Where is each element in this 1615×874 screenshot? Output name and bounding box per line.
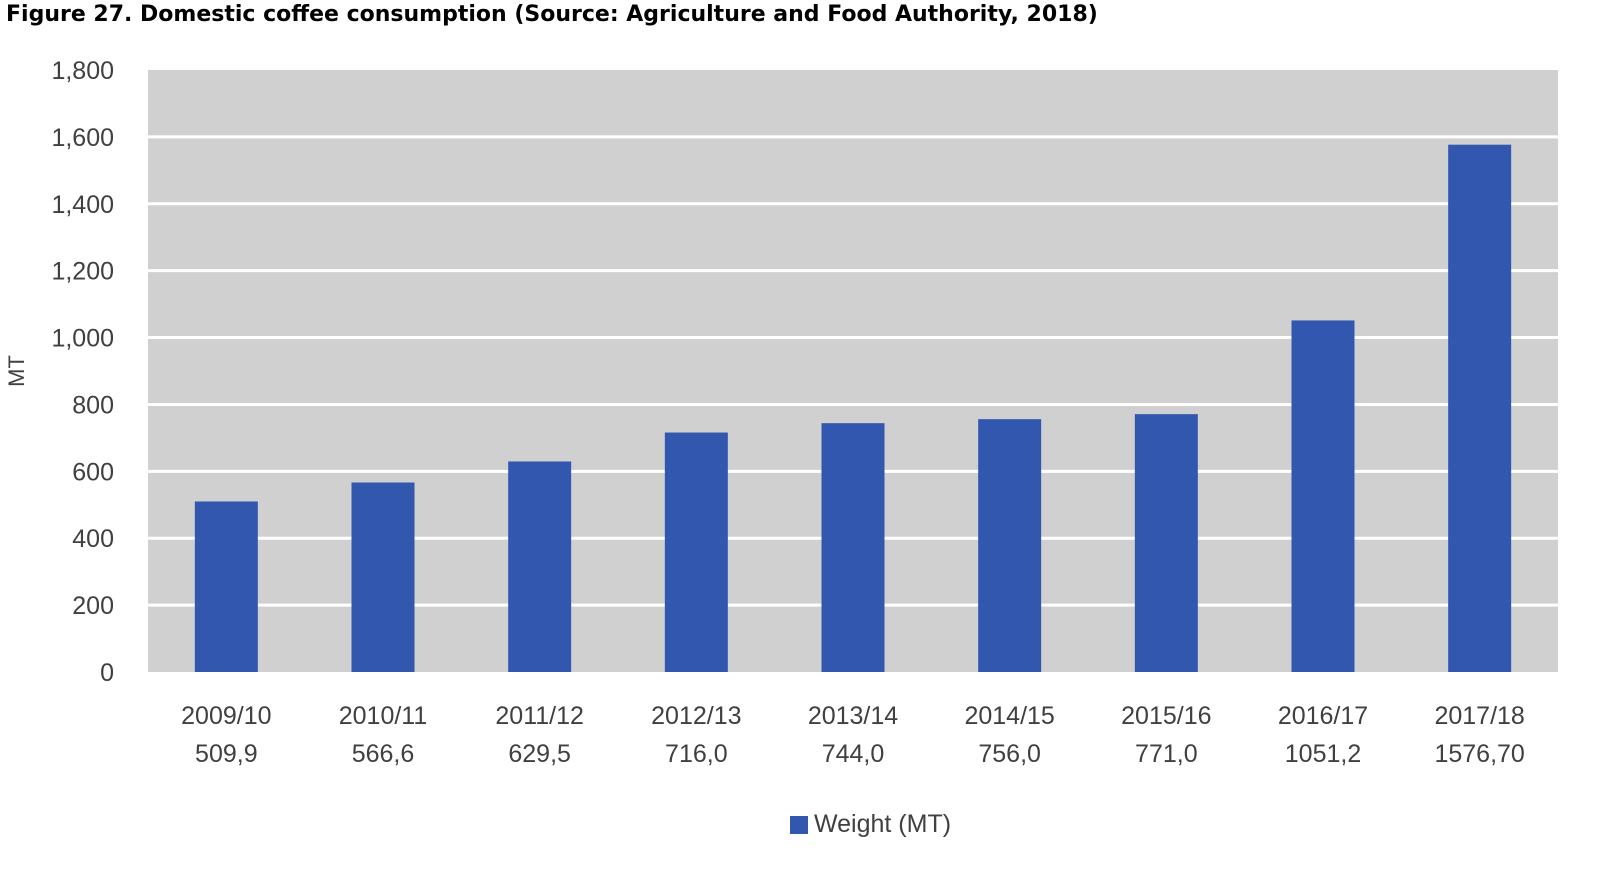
bars — [194, 144, 1512, 672]
y-tick-label: 200 — [72, 592, 114, 620]
bar — [664, 432, 728, 672]
y-axis-ticks: 0 200 400 600 800 1,000 1,200 1,400 1,600 1,800 — [51, 57, 114, 687]
x-tick-label: 2009/10 — [181, 702, 271, 730]
y-tick-label: 1,800 — [51, 57, 114, 85]
bar — [978, 419, 1042, 672]
x-tick-label: 2017/18 — [1434, 702, 1524, 730]
bar — [351, 482, 415, 672]
y-axis-title: MT — [4, 355, 29, 387]
x-value-label: 744,0 — [822, 740, 885, 768]
x-tick-label: 2016/17 — [1278, 702, 1368, 730]
x-tick-label: 2010/11 — [339, 702, 428, 730]
x-tick-label: 2013/14 — [808, 702, 898, 730]
x-value-label: 716,0 — [665, 740, 728, 768]
y-tick-label: 1,000 — [51, 325, 114, 353]
bar — [821, 423, 885, 672]
y-tick-label: 600 — [72, 458, 114, 486]
x-value-label: 509,9 — [195, 740, 258, 768]
bar — [194, 501, 258, 672]
legend-label: Weight (MT) — [814, 810, 952, 838]
bar — [1291, 320, 1355, 672]
x-value-label: 1576,70 — [1434, 740, 1524, 768]
bar — [1448, 144, 1512, 672]
y-tick-label: 800 — [72, 391, 114, 419]
legend: Weight (MT) — [790, 810, 951, 839]
figure-title: Figure 27. Domestic coffee consumption (… — [6, 2, 1098, 27]
x-tick-label: 2015/16 — [1121, 702, 1211, 730]
x-tick-label: 2012/13 — [651, 702, 741, 730]
bar — [1134, 414, 1198, 672]
y-tick-label: 1,600 — [51, 124, 114, 152]
x-value-label: 771,0 — [1135, 740, 1198, 768]
y-tick-label: 400 — [72, 525, 114, 553]
x-value-label: 1051,2 — [1285, 740, 1361, 768]
x-tick-label: 2011/12 — [495, 702, 584, 730]
y-tick-label: 1,400 — [51, 191, 114, 219]
x-value-label: 756,0 — [978, 740, 1041, 768]
legend-swatch — [790, 815, 808, 834]
y-tick-label: 1,200 — [51, 258, 114, 286]
x-value-label: 629,5 — [508, 740, 571, 768]
x-axis-ticks: 2009/10 509,9 2010/11 566,6 2011/12 629,5 2012… — [181, 702, 1525, 768]
x-tick-label: 2014/15 — [964, 702, 1054, 730]
bar — [508, 461, 572, 672]
y-tick-label: 0 — [100, 659, 114, 687]
x-value-label: 566,6 — [352, 740, 415, 768]
